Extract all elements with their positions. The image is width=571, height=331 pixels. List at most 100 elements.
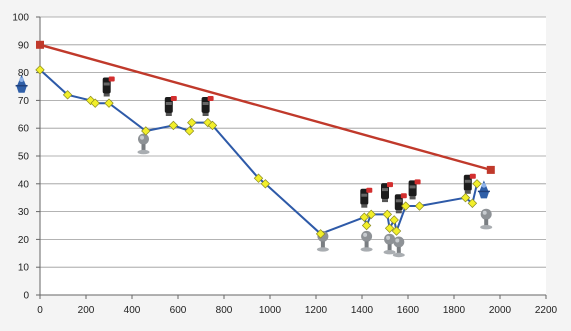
x-tick-label: 1400	[351, 305, 374, 316]
figure-body	[16, 74, 27, 93]
data-point	[460, 193, 471, 203]
data-point	[104, 98, 114, 108]
valve-highlight	[395, 238, 400, 243]
y-tick-label: 50	[18, 152, 30, 163]
series-lines	[39, 43, 492, 235]
valve-base	[395, 210, 402, 214]
valve-band	[103, 82, 110, 86]
data-point	[187, 117, 197, 128]
blue-figure-icon	[15, 74, 28, 93]
gridlines	[40, 16, 546, 295]
black-red-valve-icon	[394, 193, 407, 214]
series-line	[39, 69, 478, 235]
image-markers	[15, 74, 493, 258]
valve-head	[480, 208, 492, 220]
valve-stem	[387, 244, 392, 252]
valve-base	[103, 93, 110, 97]
data-point	[414, 201, 425, 211]
valve-foot	[316, 247, 329, 252]
gray-valve-icon	[360, 230, 373, 252]
y-tick-label: 40	[18, 179, 30, 190]
gray-valve-icon	[137, 133, 150, 155]
valve-band	[165, 102, 172, 105]
valve-highlight	[482, 210, 487, 215]
x-tick-label: 200	[78, 305, 95, 316]
valve-stem	[364, 241, 369, 249]
valve-foot	[137, 149, 150, 155]
valve-base	[361, 204, 368, 208]
series-line	[39, 43, 492, 172]
y-tick-label: 0	[23, 291, 29, 302]
data-point	[366, 209, 376, 220]
valve-handle	[400, 193, 407, 199]
valve-handle	[170, 96, 177, 101]
figure-body	[478, 180, 489, 199]
black-red-valve-icon	[463, 173, 476, 194]
valve-stem	[141, 144, 146, 152]
valve-base	[409, 196, 416, 200]
valve-highlight	[140, 135, 144, 140]
x-tick-label: 800	[216, 305, 233, 316]
data-point	[260, 179, 271, 189]
data-point	[486, 165, 495, 174]
data-point	[35, 65, 45, 75]
data-point	[253, 173, 264, 183]
y-tick-label: 60	[18, 124, 30, 135]
black-red-valve-icon	[164, 96, 177, 116]
valve-band	[361, 193, 368, 197]
valve-head	[361, 230, 373, 242]
valve-band	[464, 179, 471, 183]
x-tick-label: 600	[170, 305, 187, 316]
x-tick-label: 400	[124, 305, 141, 316]
x-tick-label: 2200	[535, 305, 558, 316]
valve-handle	[108, 76, 115, 82]
y-tick-label: 100	[12, 13, 29, 24]
data-point	[382, 209, 392, 220]
data-point	[472, 179, 482, 189]
black-red-valve-icon	[408, 179, 421, 200]
y-tick-label: 10	[18, 263, 30, 274]
x-tick-label: 1800	[443, 305, 466, 316]
data-point	[36, 40, 44, 49]
data-point	[389, 215, 399, 225]
x-tick-label: 1000	[259, 305, 282, 316]
data-point	[359, 212, 369, 222]
data-point	[391, 226, 402, 236]
valve-handle	[469, 173, 476, 179]
valve-handle	[366, 187, 373, 193]
valve-band	[395, 199, 402, 203]
y-tick-label: 70	[18, 96, 30, 107]
valve-foot	[480, 225, 493, 230]
data-markers	[35, 40, 495, 239]
valve-base	[165, 113, 172, 116]
valve-highlight	[386, 235, 391, 240]
valve-stem	[396, 247, 401, 254]
data-point	[90, 98, 100, 108]
gray-valve-icon	[480, 208, 493, 230]
x-tick-label: 1200	[305, 305, 328, 316]
valve-head	[138, 133, 149, 145]
data-point	[384, 223, 395, 233]
data-point	[467, 198, 478, 208]
black-red-valve-icon	[201, 96, 214, 116]
gray-valve-icon	[383, 233, 396, 255]
black-red-valve-icon	[102, 76, 115, 97]
valve-handle	[414, 179, 421, 185]
data-point	[361, 220, 372, 231]
data-point	[62, 90, 73, 100]
y-tick-label: 80	[18, 68, 30, 79]
data-point	[315, 229, 326, 239]
valve-base	[202, 113, 209, 116]
valve-stem	[484, 219, 489, 227]
valve-band	[409, 185, 416, 189]
valve-foot	[392, 252, 405, 258]
data-point	[184, 126, 195, 136]
valve-highlight	[363, 232, 368, 237]
valve-band	[202, 102, 209, 105]
valve-stem	[320, 241, 325, 249]
figure-head	[481, 183, 487, 188]
y-tick-label: 20	[18, 235, 30, 246]
